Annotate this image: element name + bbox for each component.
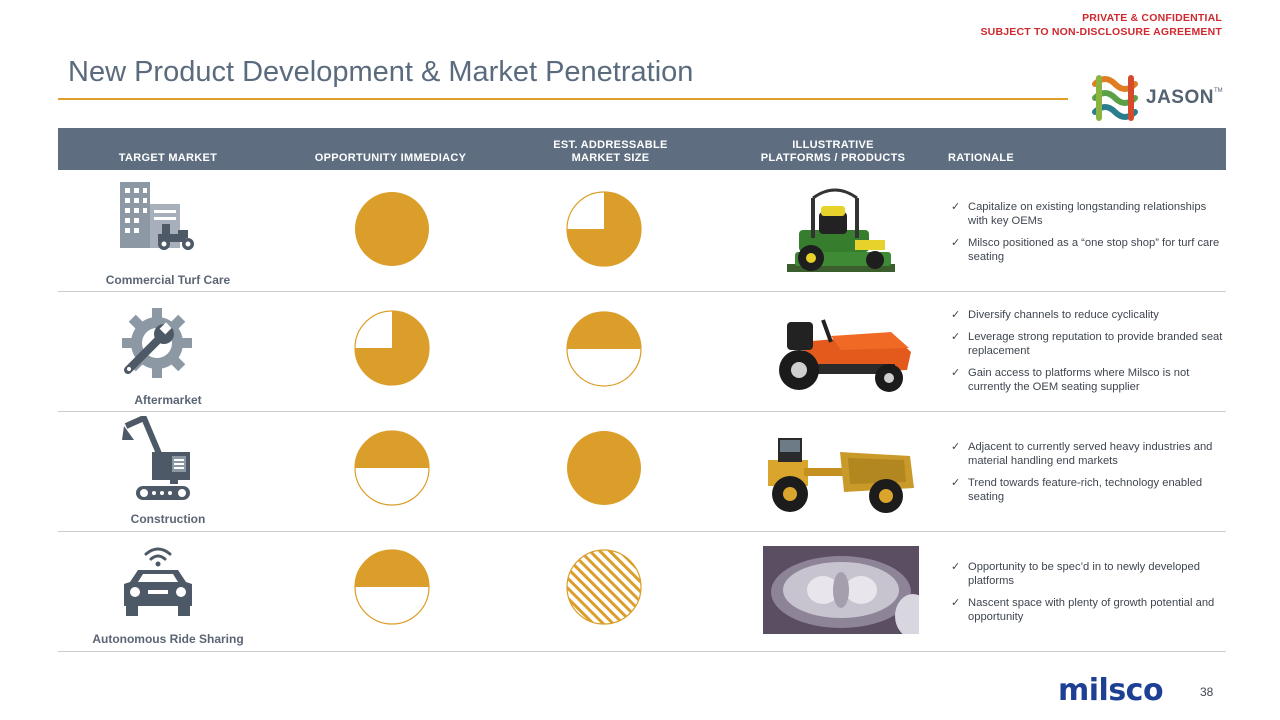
list-item: ✓ Leverage strong reputation to provide b… xyxy=(951,330,1226,358)
immediacy-harvey-ball xyxy=(354,430,430,506)
rationale-text: Diversify channels to reduce cyclicality xyxy=(968,309,1159,321)
confidentiality-line-2: SUBJECT TO NON-DISCLOSURE AGREEMENT xyxy=(980,26,1222,38)
rationale-text: Adjacent to currently served heavy indus… xyxy=(968,441,1213,467)
list-item: ✓ Capitalize on existing longstanding rel… xyxy=(951,200,1226,228)
immediacy-harvey-ball xyxy=(354,310,430,386)
building-mower-icon xyxy=(120,182,194,250)
list-item: ✓ Trend towards feature-rich, technology … xyxy=(951,476,1226,504)
header-ill-line-1: ILLUSTRATIVE xyxy=(792,139,874,151)
rationale-list: ✓ Adjacent to currently served heavy indu… xyxy=(951,440,1226,512)
rationale-text: Nascent space with plenty of growth pote… xyxy=(968,597,1215,623)
check-icon: ✓ xyxy=(951,367,961,379)
trademark-mark: TM xyxy=(1214,88,1223,94)
page-number: 38 xyxy=(1200,685,1214,699)
excavator-icon xyxy=(122,416,190,500)
check-icon: ✓ xyxy=(951,201,961,213)
immediacy-harvey-ball xyxy=(355,192,429,266)
check-icon: ✓ xyxy=(951,441,961,453)
milsco-logo: milsco xyxy=(1058,673,1164,708)
rationale-text: Gain access to platforms where Milsco is… xyxy=(968,367,1190,393)
rationale-text: Leverage strong reputation to provide br… xyxy=(968,331,1223,357)
rationale-list: ✓ Opportunity to be spec’d in to newly de… xyxy=(951,560,1226,632)
market-label: Aftermarket xyxy=(134,393,202,407)
scraper-image xyxy=(768,438,914,513)
table-header: TARGET MARKET OPPORTUNITY IMMEDIACY EST.… xyxy=(58,128,1226,170)
jason-logo-text: JASON xyxy=(1146,87,1214,108)
turf-mower-image xyxy=(787,188,895,272)
rationale-text: Capitalize on existing longstanding rela… xyxy=(968,201,1207,227)
market-size-harvey-ball xyxy=(566,191,642,267)
header-illustrative-platforms: ILLUSTRATIVE PLATFORMS / PRODUCTS xyxy=(748,139,918,165)
immediacy-harvey-ball xyxy=(354,549,430,625)
check-icon: ✓ xyxy=(951,597,961,609)
header-ill-line-2: PLATFORMS / PRODUCTS xyxy=(760,152,906,164)
confidentiality-line-1: PRIVATE & CONFIDENTIAL xyxy=(1082,12,1222,24)
autonomous-vehicle-image xyxy=(763,546,919,634)
header-est-line-1: EST. ADDRESSABLE xyxy=(553,139,668,151)
market-size-harvey-ball xyxy=(566,311,642,387)
list-item: ✓ Opportunity to be spec’d in to newly de… xyxy=(951,560,1226,588)
title-divider xyxy=(58,98,1068,100)
market-size-hatched-ball xyxy=(566,549,642,625)
check-icon: ✓ xyxy=(951,561,961,573)
connected-car-icon xyxy=(124,547,192,616)
table-row: Aftermarket ✓ Diversify channels to reduc… xyxy=(58,292,1226,412)
check-icon: ✓ xyxy=(951,309,961,321)
rationale-list: ✓ Diversify channels to reduce cyclicalit… xyxy=(951,308,1226,402)
list-item: ✓ Diversify channels to reduce cyclicalit… xyxy=(951,308,1226,322)
confidentiality-notice: PRIVATE & CONFIDENTIAL SUBJECT TO NON-DI… xyxy=(980,11,1222,39)
check-icon: ✓ xyxy=(951,477,961,489)
rationale-list: ✓ Capitalize on existing longstanding rel… xyxy=(951,200,1226,272)
table-row: Autonomous Ride Sharing ✓ Opportunity to … xyxy=(58,532,1226,652)
market-label: Construction xyxy=(130,512,206,526)
lawn-tractor-image xyxy=(779,319,911,392)
table-row: Commercial Turf Care ✓ Capitalize on exis… xyxy=(58,172,1226,292)
table-row: Construction ✓ Adjacent to currently serv… xyxy=(58,412,1226,532)
check-icon: ✓ xyxy=(951,237,961,249)
jason-logo-icon xyxy=(1092,75,1138,121)
list-item: ✓ Milsco positioned as a “one stop shop” … xyxy=(951,236,1226,264)
rationale-text: Opportunity to be spec’d in to newly dev… xyxy=(968,561,1200,587)
check-icon: ✓ xyxy=(951,331,961,343)
market-label: Commercial Turf Care xyxy=(105,273,231,287)
market-size-harvey-ball xyxy=(567,431,641,505)
list-item: ✓ Adjacent to currently served heavy indu… xyxy=(951,440,1226,468)
header-target-market: TARGET MARKET xyxy=(118,152,218,164)
header-est-line-2: MARKET SIZE xyxy=(571,152,650,164)
page-title: New Product Development & Market Penetra… xyxy=(68,56,694,88)
market-label: Autonomous Ride Sharing xyxy=(92,632,244,646)
list-item: ✓ Gain access to platforms where Milsco i… xyxy=(951,366,1226,394)
header-opportunity-immediacy: OPPORTUNITY IMMEDIACY xyxy=(314,152,467,164)
gear-wrench-icon xyxy=(122,308,192,378)
list-item: ✓ Nascent space with plenty of growth pot… xyxy=(951,596,1226,624)
rationale-text: Milsco positioned as a “one stop shop” f… xyxy=(968,237,1220,263)
rationale-text: Trend towards feature-rich, technology e… xyxy=(968,477,1203,503)
header-rationale: RATIONALE xyxy=(948,152,1015,164)
header-est-market-size: EST. ADDRESSABLE MARKET SIZE xyxy=(528,139,693,165)
